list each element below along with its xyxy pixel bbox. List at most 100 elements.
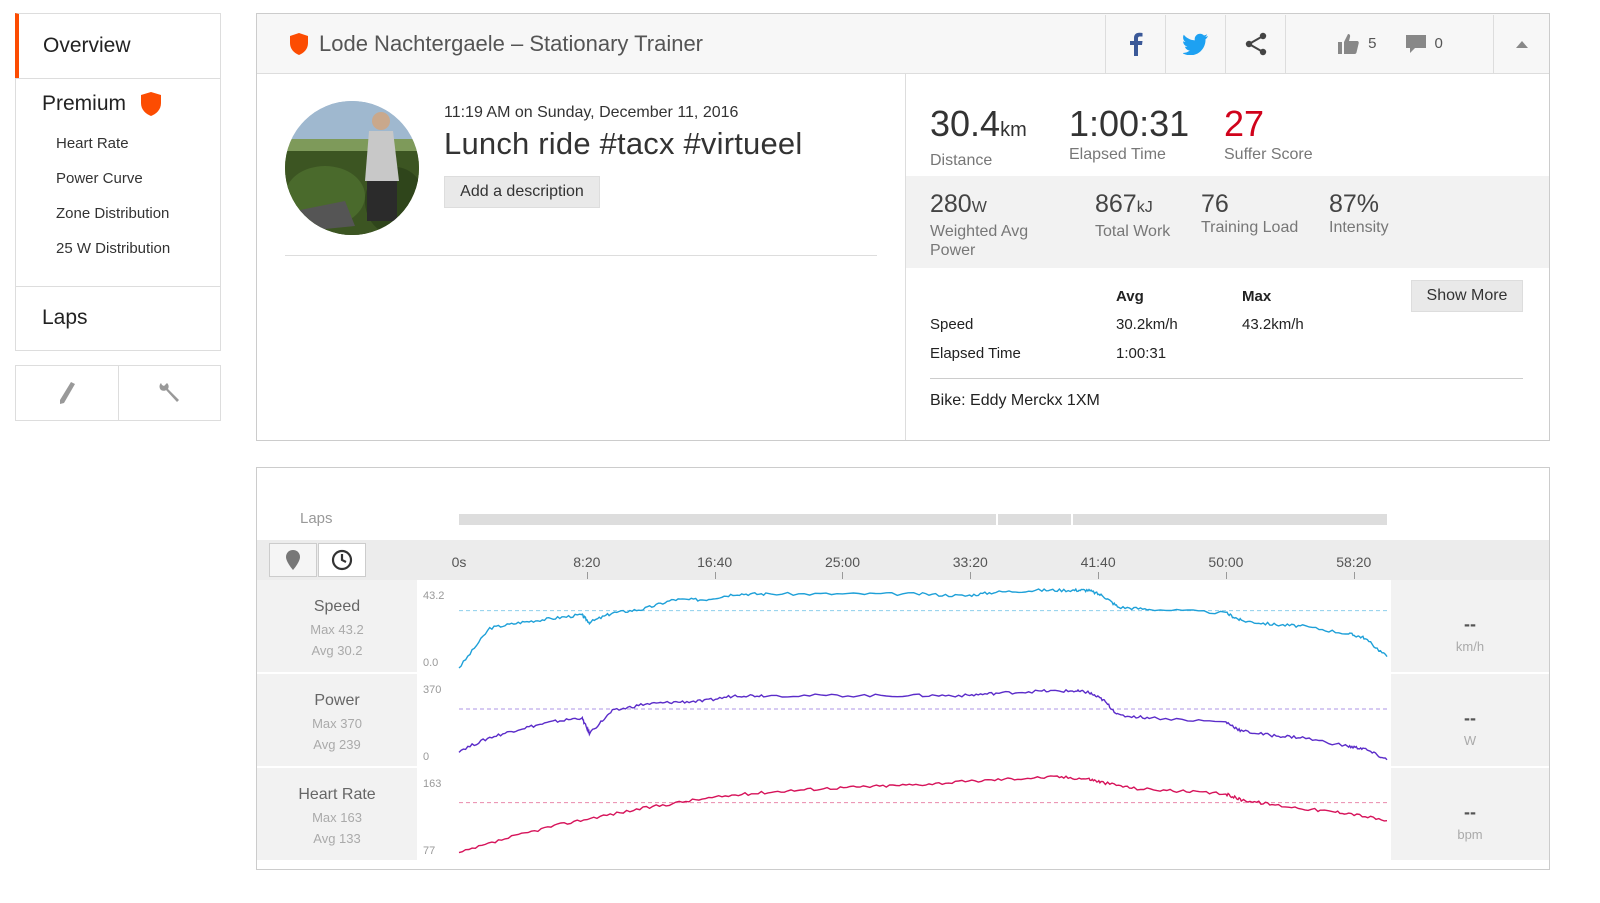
row-avg: 30.2km/h <box>1116 316 1178 333</box>
series-line-power <box>458 688 1388 761</box>
comment-icon[interactable] <box>1405 34 1427 54</box>
stream-chart-svg <box>458 587 1388 669</box>
athlete-photo <box>285 101 419 235</box>
stream-current: -- bpm <box>1391 768 1549 860</box>
stream-current: -- km/h <box>1391 580 1549 672</box>
stat-distance: 30.4km Distance <box>930 104 1069 176</box>
stream-row-heart-rate[interactable]: Heart Rate Max 163 Avg 133 163 77 -- bpm <box>257 768 1549 860</box>
analysis-chart-card: Laps 0s 8:20 16:40 25:00 33:20 41:40 50:00 58:2… <box>256 467 1550 870</box>
sidebar-item-zone-distribution[interactable]: Zone Distribution <box>56 205 170 222</box>
y-max-label: 370 <box>423 684 442 696</box>
current-unit: bpm <box>1457 827 1483 842</box>
lap-bar[interactable] <box>1073 514 1387 525</box>
stat-intensity[interactable]: 87% Intensity <box>1329 190 1389 268</box>
sidebar-item-premium[interactable]: Premium <box>42 91 220 117</box>
lap-bar[interactable] <box>998 514 1071 525</box>
stat-weighted-avg-power: 280W Weighted Avg Power <box>930 190 1095 268</box>
y-min-label: 77 <box>423 845 436 857</box>
actions-button[interactable] <box>117 366 221 420</box>
sidebar-item-heart-rate[interactable]: Heart Rate <box>56 135 129 152</box>
activity-name[interactable]: Lunch ride #tacx #virtueel <box>444 126 803 161</box>
activity-summary: 11:19 AM on Sunday, December 11, 2016 Lu… <box>257 74 905 440</box>
tick-mark <box>1225 572 1227 579</box>
primary-stats: 30.4km Distance 1:00:31 Elapsed Time 27 … <box>906 74 1549 176</box>
stream-name: Power <box>314 692 360 709</box>
tick-label: 25:00 <box>824 554 860 570</box>
sidebar-item-25w-distribution[interactable]: 25 W Distribution <box>56 240 171 257</box>
stream-name: Speed <box>313 598 361 615</box>
kudos-count[interactable]: 5 <box>1368 35 1377 52</box>
sidebar-item-laps[interactable]: Laps <box>15 286 221 351</box>
thumbs-up-icon[interactable] <box>1336 32 1360 56</box>
tick-label: 0s <box>451 554 467 570</box>
stat-label: Elapsed Time <box>1069 146 1166 163</box>
facebook-icon <box>1129 32 1142 56</box>
row-label: Elapsed Time <box>930 345 1021 362</box>
current-value: -- <box>1464 614 1476 634</box>
stat-label: Intensity <box>1329 219 1389 236</box>
page-title: Lode Nachtergaele – Stationary Trainer <box>319 30 704 56</box>
stat-suffer-score[interactable]: 27 Suffer Score <box>1224 104 1313 176</box>
stat-unit: km <box>1000 119 1027 141</box>
facebook-share-button[interactable] <box>1105 14 1165 73</box>
premium-submenu: Heart Rate Power Curve Zone Distribution… <box>42 135 220 275</box>
y-min-label: 0.0 <box>423 657 439 669</box>
table-row: Elapsed Time 1:00:31 <box>930 339 1523 368</box>
lap-bar[interactable] <box>459 514 996 525</box>
stat-value: 27 <box>1224 103 1265 144</box>
current-unit: W <box>1463 733 1477 748</box>
stream-plot[interactable] <box>419 580 1389 672</box>
time-axis-button[interactable] <box>318 543 366 577</box>
divider <box>285 255 877 256</box>
bike-info[interactable]: Bike: Eddy Merckx 1XM <box>930 392 1100 409</box>
premium-shield-icon <box>141 92 162 116</box>
collapse-button[interactable] <box>1493 14 1549 73</box>
stat-label: Power <box>930 242 976 259</box>
avatar[interactable] <box>285 101 419 235</box>
tick-label: 50:00 <box>1208 554 1244 570</box>
table-header: Avg Max <box>930 282 1523 310</box>
add-description-button[interactable]: Add a description <box>444 176 600 208</box>
stat-unit: kJ <box>1136 199 1153 216</box>
stat-value: 30.4 <box>930 103 1001 144</box>
share-icon <box>1245 32 1266 55</box>
stat-training-load[interactable]: 76 Training Load <box>1201 190 1329 268</box>
sidebar-item-label: Overview <box>43 34 131 57</box>
stream-plot[interactable] <box>419 768 1389 860</box>
sidebar-item-overview[interactable]: Overview <box>15 13 221 79</box>
show-more-button[interactable]: Show More <box>1411 280 1523 312</box>
stat-label: Total Work <box>1095 223 1171 240</box>
stream-row-power[interactable]: Power Max 370 Avg 239 370 0 -- W <box>257 674 1549 766</box>
distance-axis-button[interactable] <box>269 543 317 577</box>
tick-label: 58:20 <box>1336 554 1372 570</box>
stream-row-speed[interactable]: Speed Max 43.2 Avg 30.2 43.2 0.0 -- km/h <box>257 580 1549 672</box>
stat-value: 867 <box>1095 190 1137 218</box>
pencil-icon <box>59 382 75 404</box>
table-row: Speed 30.2km/h 43.2km/h <box>930 310 1523 339</box>
stat-total-work: 867kJ Total Work <box>1095 190 1201 268</box>
sidebar-item-label: Premium <box>42 92 127 115</box>
tick-mark <box>842 572 844 579</box>
stream-chart-svg <box>458 775 1388 854</box>
laps-label: Laps <box>300 510 333 527</box>
stream-plot[interactable] <box>419 674 1389 766</box>
row-max: 43.2km/h <box>1242 316 1304 333</box>
stat-label: Training Load <box>1201 219 1299 236</box>
stream-info: Speed Max 43.2 Avg 30.2 <box>257 580 417 672</box>
stream-name: Heart Rate <box>298 786 376 803</box>
tick-label: 16:40 <box>697 554 733 570</box>
twitter-share-button[interactable] <box>1165 14 1225 73</box>
activity-card: Lode Nachtergaele – Stationary Trainer 5 <box>256 13 1550 441</box>
secondary-stats: 280W Weighted Avg Power 867kJ Total Work… <box>906 176 1549 268</box>
sidebar-item-power-curve[interactable]: Power Curve <box>56 170 143 187</box>
chevron-up-icon <box>1515 40 1528 48</box>
current-value: -- <box>1464 708 1476 728</box>
kudos-comments-group: 5 0 <box>1285 14 1493 73</box>
activity-header-title: Lode Nachtergaele – Stationary Trainer <box>257 31 1105 57</box>
row-avg: 1:00:31 <box>1116 345 1167 362</box>
share-button[interactable] <box>1225 14 1285 73</box>
edit-button[interactable] <box>16 366 118 420</box>
activity-datetime: 11:19 AM on Sunday, December 11, 2016 <box>444 104 739 121</box>
comment-count[interactable]: 0 <box>1434 35 1443 52</box>
column-header-max: Max <box>1242 287 1272 305</box>
